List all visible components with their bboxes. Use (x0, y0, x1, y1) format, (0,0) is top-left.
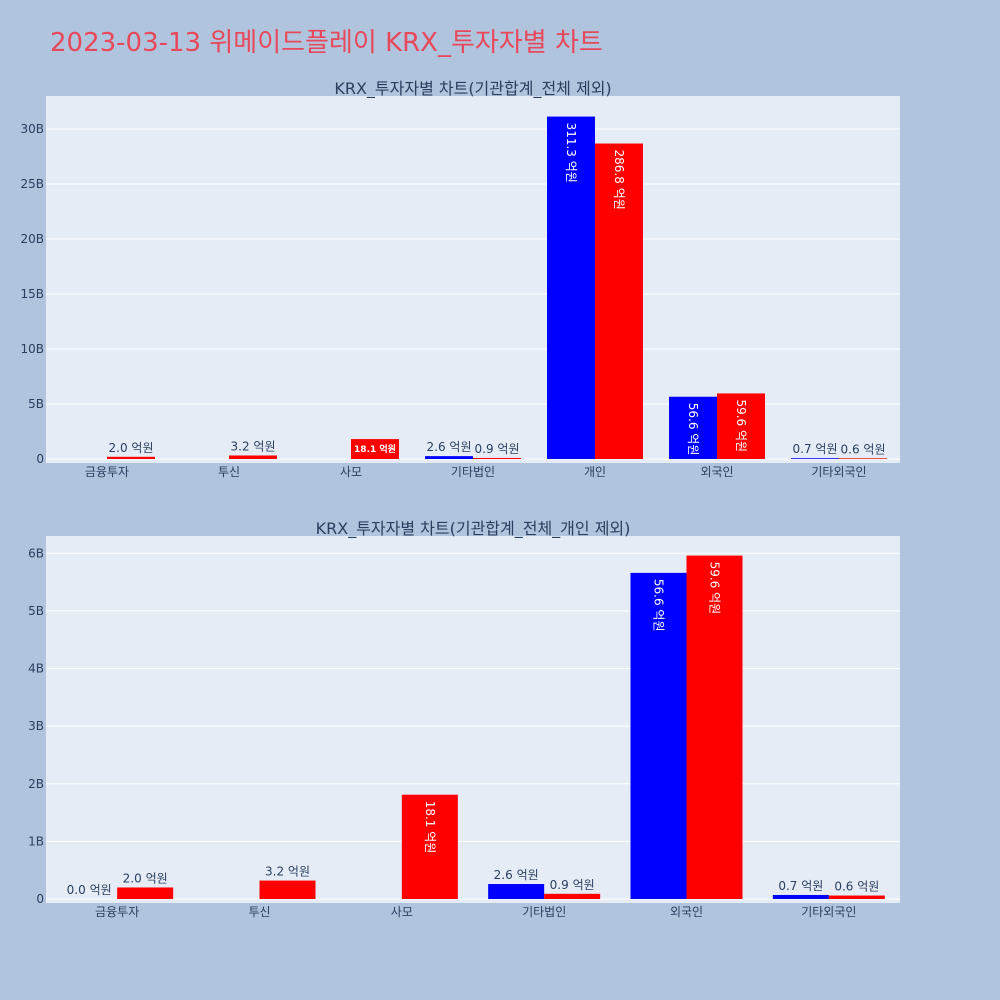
bar-value-label: 2.0 억원 (109, 441, 154, 455)
bar-buy (547, 116, 595, 459)
y-tick-label: 5B (28, 397, 44, 411)
bar-value-label: 56.6 억원 (652, 579, 666, 632)
plot-area (46, 536, 900, 903)
chart-1: 0 5B 10B 15B 20B 25B 30B KRX_투자자별 차트(기관합계_전체 제외… (20, 79, 900, 479)
bar-sell (828, 895, 885, 899)
y-tick-label: 1B (28, 834, 44, 848)
bar-value-label: 0.6 억원 (841, 442, 886, 456)
bar-value-label: 2.6 억원 (494, 868, 539, 882)
y-tick-label: 2B (28, 777, 44, 791)
bar-value-label: 59.6 억원 (734, 399, 748, 452)
bar-value-label: 3.2 억원 (265, 865, 310, 879)
y-tick-label: 30B (20, 122, 44, 136)
bar-sell (473, 458, 521, 459)
bar-buy (488, 884, 545, 899)
bar-value-label: 286.8 억원 (612, 150, 626, 210)
bar-value-label: 2.0 억원 (123, 871, 168, 885)
y-tick-label: 15B (20, 287, 44, 301)
y-tick-label: 25B (20, 177, 44, 191)
x-tick-label: 투신 (218, 465, 240, 479)
bar-buy (791, 458, 839, 459)
x-tick-label: 외국인 (670, 905, 703, 919)
bar-sell (107, 456, 155, 459)
y-tick-label: 4B (28, 662, 44, 676)
bar-value-label: 2.6 억원 (427, 440, 472, 454)
bar-value-label: 0.6 억원 (834, 880, 879, 894)
x-tick-label: 금융투자 (95, 905, 139, 919)
page-title: 2023-03-13 위메이드플레이 KRX_투자자별 차트 (50, 28, 603, 58)
bar-buy (669, 396, 717, 459)
bar-value-label: 311.3 억원 (564, 123, 578, 183)
bar-value-label: 0.9 억원 (550, 878, 595, 892)
bar-sell (259, 880, 316, 899)
chart-title: KRX_투자자별 차트(기관합계_전체 제외) (334, 79, 611, 99)
y-tick-label: 10B (20, 342, 44, 356)
x-tick-label: 금융투자 (85, 465, 129, 479)
y-tick-label: 0 (36, 452, 44, 466)
x-tick-label: 기타외국인 (811, 465, 866, 479)
chart-title: KRX_투자자별 차트(기관합계_전체_개인 제외) (316, 519, 631, 539)
bar-buy (425, 456, 473, 459)
bar-value-label: 0.7 억원 (793, 442, 838, 456)
bar-sell (544, 893, 601, 899)
bar-sell (686, 555, 743, 899)
x-tick-label: 투신 (248, 905, 270, 919)
chart-2: 0 1B 2B 3B 4B 5B 6B KRX_투자자별 차트(기관합계_전체_개인 제외) 금… (28, 519, 900, 919)
x-tick-label: 기타법인 (451, 465, 495, 479)
x-tick-label: 사모 (391, 905, 413, 919)
y-tick-label: 6B (28, 546, 44, 560)
bar-sell (717, 393, 765, 459)
bar-sell (401, 794, 458, 899)
bar-sell (351, 439, 399, 459)
x-tick-label: 외국인 (700, 465, 733, 479)
bar-value-label: 59.6 억원 (708, 562, 722, 615)
bar-value-label: 56.6 억원 (686, 403, 700, 456)
y-tick-label: 5B (28, 604, 44, 618)
bar-sell (229, 455, 277, 459)
bar-sell (595, 143, 643, 459)
bar-buy (630, 572, 687, 899)
x-tick-label: 기타법인 (522, 905, 566, 919)
y-tick-label: 3B (28, 719, 44, 733)
bar-value-label: 0.9 억원 (475, 442, 520, 456)
bar-sell (117, 887, 174, 899)
x-tick-label: 기타외국인 (801, 905, 856, 919)
bar-value-label: 18.1 억원 (354, 443, 396, 455)
x-tick-label: 개인 (584, 465, 606, 479)
plot-area (46, 96, 900, 463)
bar-buy (772, 894, 829, 899)
y-tick-label: 0 (36, 892, 44, 906)
bar-value-label: 18.1 억원 (423, 801, 437, 854)
bar-value-label: 0.7 억원 (778, 879, 823, 893)
bar-sell (839, 458, 887, 459)
bar-value-label: 3.2 억원 (231, 439, 276, 453)
x-tick-label: 사모 (340, 465, 362, 479)
y-tick-label: 20B (20, 232, 44, 246)
bar-value-label: 0.0 억원 (67, 883, 112, 897)
